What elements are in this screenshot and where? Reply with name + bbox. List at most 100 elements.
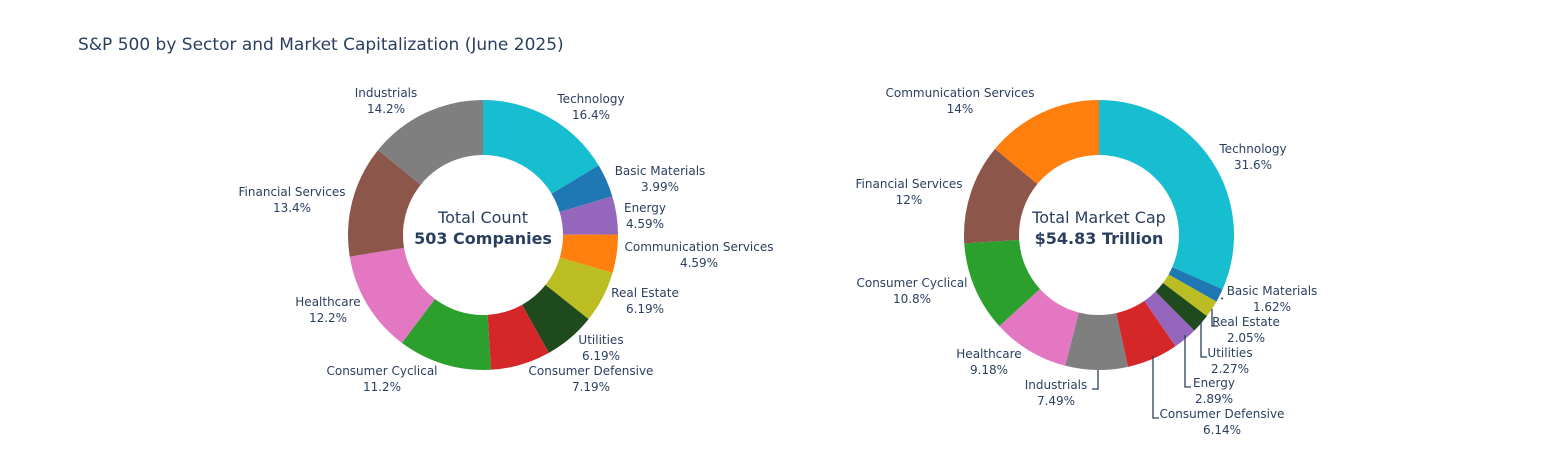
slice-label-healthcare: Healthcare 12.2% bbox=[295, 295, 360, 325]
slice-real-estate[interactable] bbox=[1162, 274, 1217, 317]
slice-label-real-estate: Real Estate 2.05% bbox=[1212, 315, 1280, 345]
slice-energy[interactable] bbox=[559, 196, 618, 235]
leader-line-consumer-defensive bbox=[1152, 356, 1159, 419]
slice-label-industrials: Industrials 14.2% bbox=[355, 86, 418, 116]
slice-industrials[interactable] bbox=[378, 100, 483, 185]
center-text-title: Total Market Cap bbox=[1031, 208, 1166, 227]
slice-label-percent: 6.19% bbox=[626, 302, 664, 316]
donut-sector-count: Technology 16.4% Basic Materials 3.99% Energ… bbox=[239, 86, 774, 394]
slice-financial-services[interactable] bbox=[348, 150, 421, 257]
slice-label-name: Technology bbox=[556, 92, 624, 106]
slice-label-percent: 4.59% bbox=[626, 217, 664, 231]
slice-label-percent: 12.2% bbox=[309, 311, 347, 325]
slice-label-percent: 10.8% bbox=[893, 292, 931, 306]
slice-label-percent: 4.59% bbox=[680, 256, 718, 270]
slice-label-name: Industrials bbox=[355, 86, 418, 100]
slice-label-technology: Technology 16.4% bbox=[556, 92, 624, 122]
slice-label-financial-services: Financial Services 13.4% bbox=[239, 185, 346, 215]
slice-label-name: Energy bbox=[1193, 376, 1235, 390]
slice-label-percent: 11.2% bbox=[363, 380, 401, 394]
leader-line-real-estate bbox=[1211, 309, 1218, 327]
slice-industrials[interactable] bbox=[1065, 312, 1129, 370]
slice-label-percent: 2.89% bbox=[1195, 392, 1233, 406]
slice-label-percent: 2.05% bbox=[1227, 331, 1265, 345]
slice-label-name: Utilities bbox=[578, 333, 623, 347]
slice-label-technology: Technology 31.6% bbox=[1218, 142, 1286, 172]
slice-label-name: Energy bbox=[624, 201, 666, 215]
slice-label-consumer-cyclical: Consumer Cyclical 11.2% bbox=[326, 364, 437, 394]
slice-label-percent: 14% bbox=[947, 102, 974, 116]
slice-technology[interactable] bbox=[1099, 100, 1234, 290]
slice-consumer-cyclical[interactable] bbox=[401, 298, 491, 370]
slice-communication-services[interactable] bbox=[995, 100, 1099, 184]
slice-label-name: Communication Services bbox=[625, 240, 774, 254]
slice-label-name: Consumer Cyclical bbox=[856, 276, 967, 290]
slice-label-communication-services: Communication Services 14% bbox=[886, 86, 1035, 116]
slice-basic-materials[interactable] bbox=[1168, 267, 1223, 302]
slice-label-energy: Energy 4.59% bbox=[624, 201, 666, 231]
slice-label-name: Basic Materials bbox=[1227, 284, 1318, 298]
slice-label-name: Consumer Cyclical bbox=[326, 364, 437, 378]
slice-label-percent: 6.19% bbox=[582, 349, 620, 363]
slice-consumer-defensive[interactable] bbox=[1116, 300, 1176, 367]
leader-line-energy bbox=[1184, 335, 1191, 388]
slice-label-name: Utilities bbox=[1207, 346, 1252, 360]
slice-label-consumer-cyclical: Consumer Cyclical 10.8% bbox=[856, 276, 967, 306]
slice-consumer-cyclical[interactable] bbox=[964, 239, 1040, 327]
slice-label-name: Real Estate bbox=[1212, 315, 1280, 329]
slice-utilities[interactable] bbox=[522, 284, 589, 353]
slice-label-basic-materials: Basic Materials 1.62% bbox=[1227, 284, 1318, 314]
leader-line-basic-materials bbox=[1220, 297, 1224, 300]
slice-label-percent: 9.18% bbox=[970, 363, 1008, 377]
slice-label-utilities: Utilities 6.19% bbox=[578, 333, 623, 363]
slice-label-name: Industrials bbox=[1025, 378, 1088, 392]
slice-financial-services[interactable] bbox=[964, 148, 1038, 244]
slice-label-name: Technology bbox=[1218, 142, 1286, 156]
slice-label-percent: 12% bbox=[896, 193, 923, 207]
slice-label-name: Healthcare bbox=[295, 295, 360, 309]
slice-label-basic-materials: Basic Materials 3.99% bbox=[615, 164, 706, 194]
slice-consumer-defensive[interactable] bbox=[487, 304, 549, 370]
slice-label-healthcare: Healthcare 9.18% bbox=[956, 347, 1021, 377]
slice-label-percent: 7.19% bbox=[572, 380, 610, 394]
slice-utilities[interactable] bbox=[1155, 283, 1207, 331]
slice-label-percent: 13.4% bbox=[273, 201, 311, 215]
slice-communication-services[interactable] bbox=[559, 234, 618, 273]
slice-label-name: Consumer Defensive bbox=[1160, 407, 1285, 421]
slice-label-percent: 14.2% bbox=[367, 102, 405, 116]
slice-label-name: Basic Materials bbox=[615, 164, 706, 178]
slice-healthcare[interactable] bbox=[999, 288, 1079, 366]
slice-label-real-estate: Real Estate 6.19% bbox=[611, 286, 679, 316]
slice-label-consumer-defensive: Consumer Defensive 6.14% bbox=[1160, 407, 1285, 437]
leader-line-utilities bbox=[1200, 321, 1207, 358]
slice-label-consumer-defensive: Consumer Defensive 7.19% bbox=[529, 364, 654, 394]
slice-basic-materials[interactable] bbox=[551, 165, 613, 213]
leader-line-industrials bbox=[1092, 370, 1099, 390]
slice-label-industrials: Industrials 7.49% bbox=[1025, 378, 1088, 408]
slice-label-name: Healthcare bbox=[956, 347, 1021, 361]
slice-label-utilities: Utilities 2.27% bbox=[1207, 346, 1252, 376]
slice-label-communication-services: Communication Services 4.59% bbox=[625, 240, 774, 270]
slice-label-percent: 31.6% bbox=[1234, 158, 1272, 172]
slice-healthcare[interactable] bbox=[349, 247, 435, 343]
slice-technology[interactable] bbox=[483, 100, 599, 194]
center-text-value: $54.83 Trillion bbox=[1035, 229, 1164, 248]
chart-title: S&P 500 by Sector and Market Capitalizat… bbox=[78, 35, 564, 55]
slice-label-name: Consumer Defensive bbox=[529, 364, 654, 378]
slice-real-estate[interactable] bbox=[545, 257, 613, 320]
slice-label-percent: 3.99% bbox=[641, 180, 679, 194]
slice-label-name: Financial Services bbox=[239, 185, 346, 199]
slice-label-percent: 16.4% bbox=[572, 108, 610, 122]
slice-energy[interactable] bbox=[1144, 291, 1195, 347]
donut-market-cap: Technology 31.6% Basic Materials 1.62%Real … bbox=[856, 86, 1318, 437]
slice-label-name: Communication Services bbox=[886, 86, 1035, 100]
slice-label-percent: 6.14% bbox=[1203, 423, 1241, 437]
slice-label-name: Financial Services bbox=[856, 177, 963, 191]
center-text-title: Total Count bbox=[437, 208, 528, 227]
center-text-value: 503 Companies bbox=[414, 229, 552, 248]
slice-label-percent: 2.27% bbox=[1211, 362, 1249, 376]
slice-label-financial-services: Financial Services 12% bbox=[856, 177, 963, 207]
slice-label-name: Real Estate bbox=[611, 286, 679, 300]
slice-label-percent: 1.62% bbox=[1253, 300, 1291, 314]
